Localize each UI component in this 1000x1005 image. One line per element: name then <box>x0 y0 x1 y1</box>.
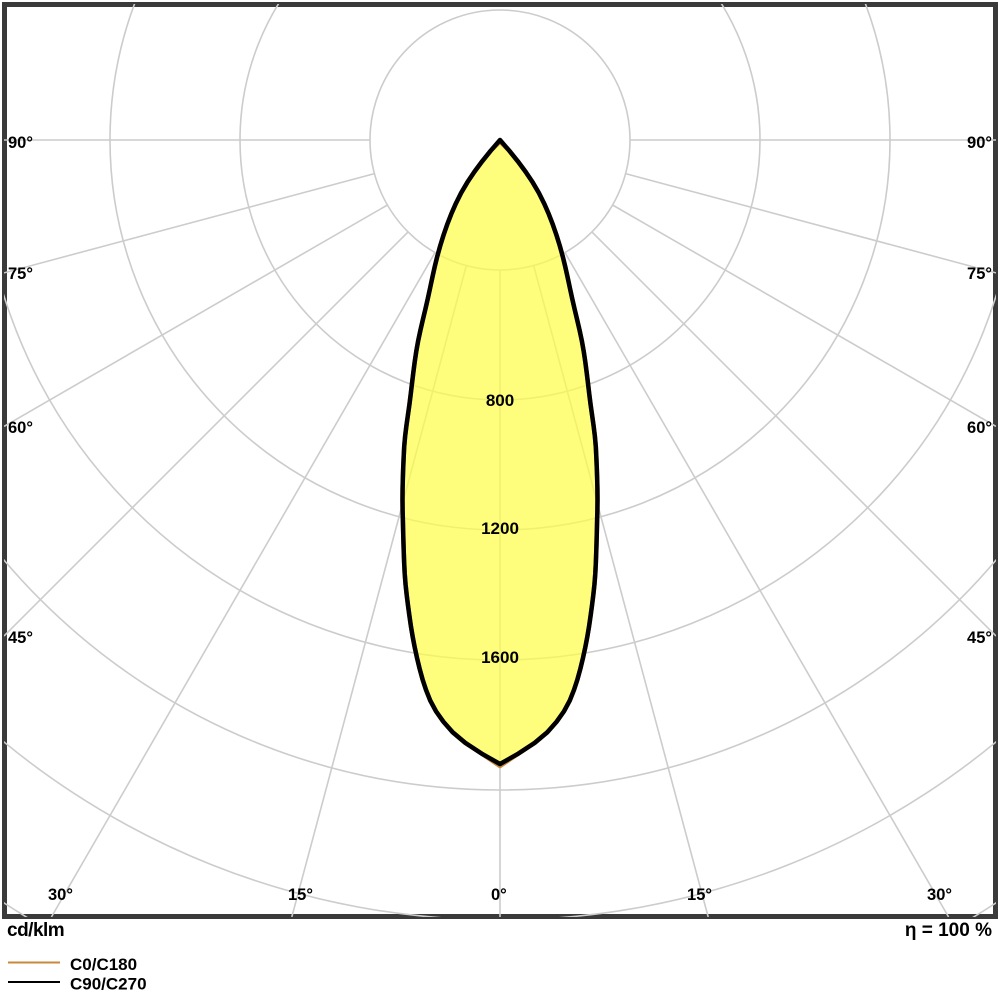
svg-text:15°: 15° <box>687 886 712 904</box>
svg-text:75°: 75° <box>8 265 33 283</box>
svg-text:30°: 30° <box>48 886 73 904</box>
svg-text:90°: 90° <box>8 134 33 152</box>
svg-text:75°: 75° <box>967 265 992 283</box>
svg-text:0°: 0° <box>491 886 507 904</box>
svg-text:cd/klm: cd/klm <box>7 920 64 941</box>
svg-text:800: 800 <box>486 391 514 410</box>
svg-text:1200: 1200 <box>481 519 519 538</box>
svg-text:90°: 90° <box>967 134 992 152</box>
svg-text:30°: 30° <box>927 886 952 904</box>
svg-text:45°: 45° <box>967 629 992 647</box>
svg-text:60°: 60° <box>8 419 33 437</box>
svg-text:60°: 60° <box>967 419 992 437</box>
svg-text:C90/C270: C90/C270 <box>70 975 147 994</box>
svg-text:η = 100 %: η = 100 % <box>905 920 992 941</box>
svg-text:1600: 1600 <box>481 648 519 667</box>
svg-text:C0/C180: C0/C180 <box>70 955 137 974</box>
svg-text:15°: 15° <box>288 886 313 904</box>
svg-text:45°: 45° <box>8 629 33 647</box>
